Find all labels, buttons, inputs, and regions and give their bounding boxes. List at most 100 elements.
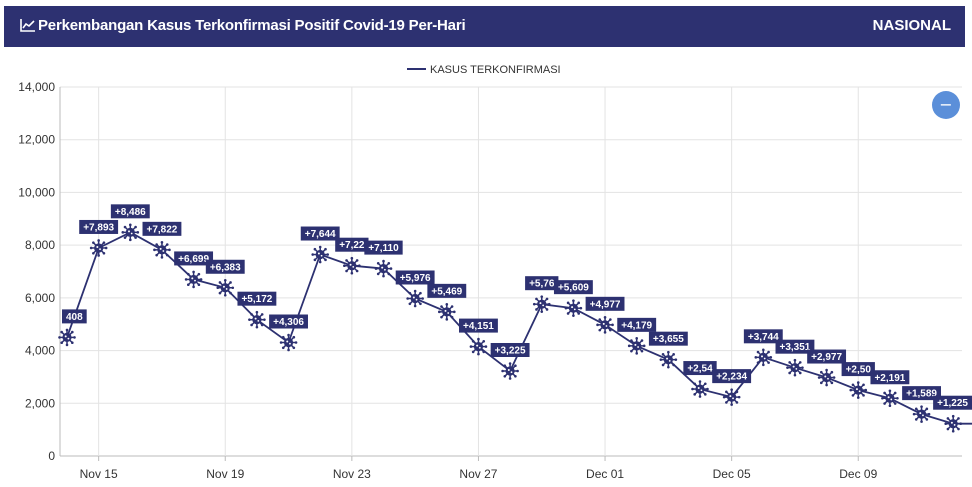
x-tick-label: Dec 05 bbox=[713, 467, 751, 481]
svg-text:+5,76: +5,76 bbox=[529, 279, 555, 290]
svg-text:+4,179: +4,179 bbox=[621, 320, 652, 331]
chart-title: Perkembangan Kasus Terkonfirmasi Positif… bbox=[38, 17, 466, 34]
data-label: +2,191 bbox=[870, 370, 910, 385]
x-tick-label: Nov 19 bbox=[206, 467, 244, 481]
data-label: +4,151 bbox=[459, 318, 498, 333]
data-label: +7,893 bbox=[79, 219, 119, 234]
data-label: +4,306 bbox=[269, 314, 308, 329]
y-axis: 0 2,000 4,000 6,000 8,000 10,000 12,000 14,000 bbox=[18, 80, 55, 463]
data-labels: 408 +7,893+8,486+7,822 +6,699+6,383 +5,172 +… bbox=[62, 204, 972, 410]
svg-text:+2,50: +2,50 bbox=[846, 365, 872, 376]
data-label: +4,977 bbox=[585, 296, 625, 311]
virus-marker-icon[interactable] bbox=[89, 239, 108, 257]
y-tick-label: 10,000 bbox=[18, 185, 55, 199]
virus-marker-icon[interactable] bbox=[912, 405, 931, 423]
virus-marker-icon[interactable] bbox=[343, 256, 361, 275]
legend[interactable]: KASUS TERKONFIRMASI bbox=[407, 64, 561, 76]
x-tick-label: Dec 09 bbox=[839, 467, 877, 481]
data-label: +3,655 bbox=[648, 331, 688, 346]
virus-marker-icon[interactable] bbox=[248, 310, 266, 329]
svg-text:+2,234: +2,234 bbox=[716, 372, 747, 383]
data-label: +6,699 bbox=[174, 251, 214, 266]
svg-text:+1,589: +1,589 bbox=[906, 389, 937, 400]
virus-marker-icon[interactable] bbox=[659, 350, 678, 369]
svg-text:+7,22: +7,22 bbox=[339, 240, 365, 251]
confirmed-cases-chart: 02,0004,0006,0008,00010,00012,00014,000 … bbox=[18, 64, 972, 481]
data-label: +3,225 bbox=[490, 342, 530, 357]
svg-text:+5,172: +5,172 bbox=[241, 294, 272, 305]
data-label: +3,351 bbox=[775, 339, 815, 354]
virus-marker-icon[interactable] bbox=[944, 414, 962, 433]
virus-marker-icon[interactable] bbox=[627, 337, 646, 355]
data-label: +7,110 bbox=[364, 240, 403, 255]
svg-text:+2,54: +2,54 bbox=[687, 364, 713, 375]
virus-marker-icon[interactable] bbox=[849, 381, 868, 399]
data-label: 408 bbox=[62, 309, 87, 324]
virus-marker-icon[interactable] bbox=[817, 368, 836, 387]
chart-header: Perkembangan Kasus Terkonfirmasi Positif… bbox=[4, 6, 965, 47]
zoom-button[interactable]: − bbox=[932, 91, 960, 119]
svg-text:+7,644: +7,644 bbox=[305, 229, 336, 240]
grid bbox=[59, 86, 962, 457]
virus-marker-icon[interactable] bbox=[754, 348, 773, 367]
x-tick-label: Nov 23 bbox=[333, 467, 371, 481]
zoom-button-circle[interactable] bbox=[932, 91, 960, 119]
data-label: +4,179 bbox=[617, 317, 657, 332]
svg-text:+3,655: +3,655 bbox=[653, 334, 684, 345]
data-label: +5,469 bbox=[427, 283, 467, 298]
data-label: +7,22 bbox=[335, 237, 369, 252]
svg-text:+3,351: +3,351 bbox=[780, 342, 811, 353]
virus-marker-icon[interactable] bbox=[691, 380, 709, 398]
y-tick-label: 8,000 bbox=[25, 238, 55, 252]
data-label: +7,822 bbox=[142, 221, 182, 236]
virus-marker-icon[interactable] bbox=[596, 316, 614, 334]
svg-text:+2,191: +2,191 bbox=[874, 373, 905, 384]
virus-marker-icon[interactable] bbox=[501, 362, 519, 380]
data-label: +7,644 bbox=[300, 226, 340, 241]
legend-entry[interactable]: KASUS TERKONFIRMASI bbox=[430, 64, 561, 76]
virus-marker-icon[interactable] bbox=[153, 241, 171, 259]
virus-marker-icon[interactable] bbox=[881, 389, 899, 408]
svg-text:+5,469: +5,469 bbox=[431, 286, 462, 297]
svg-text:+7,822: +7,822 bbox=[147, 224, 178, 235]
virus-marker-icon[interactable] bbox=[311, 245, 330, 264]
virus-marker-icon[interactable] bbox=[121, 223, 140, 242]
data-label: +2,50 bbox=[841, 362, 875, 377]
virus-marker-icon[interactable] bbox=[374, 259, 393, 278]
x-tick-label: Dec 01 bbox=[586, 467, 624, 481]
scope-label: NASIONAL bbox=[872, 17, 951, 34]
svg-text:+2,977: +2,977 bbox=[811, 352, 842, 363]
virus-marker-icon[interactable] bbox=[279, 333, 298, 352]
data-label: +3,744 bbox=[743, 329, 783, 344]
data-markers bbox=[58, 223, 962, 433]
virus-marker-icon[interactable] bbox=[438, 303, 456, 321]
y-tick-label: 2,000 bbox=[25, 396, 55, 410]
data-label: +5,172 bbox=[237, 291, 277, 306]
data-label: +6,383 bbox=[205, 259, 245, 274]
svg-text:+8,486: +8,486 bbox=[115, 207, 146, 218]
svg-text:+5,609: +5,609 bbox=[558, 283, 589, 294]
data-label: +1,589 bbox=[902, 386, 941, 401]
virus-marker-icon[interactable] bbox=[184, 270, 203, 289]
virus-marker-icon[interactable] bbox=[469, 337, 488, 356]
svg-text:+5,976: +5,976 bbox=[400, 273, 431, 284]
virus-marker-icon[interactable] bbox=[406, 289, 424, 308]
virus-marker-icon[interactable] bbox=[564, 299, 583, 317]
svg-text:+4,977: +4,977 bbox=[590, 299, 621, 310]
y-tick-label: 0 bbox=[48, 449, 55, 463]
data-label: +8,486 bbox=[110, 204, 150, 219]
y-tick-label: 12,000 bbox=[18, 133, 55, 147]
minus-icon[interactable]: − bbox=[939, 95, 952, 114]
svg-text:+3,225: +3,225 bbox=[495, 345, 526, 356]
virus-marker-icon[interactable] bbox=[722, 388, 741, 406]
y-tick-label: 6,000 bbox=[25, 291, 55, 305]
virus-marker-icon[interactable] bbox=[58, 328, 76, 347]
data-label: +5,976 bbox=[395, 270, 435, 285]
virus-marker-icon[interactable] bbox=[786, 358, 804, 377]
virus-marker-icon[interactable] bbox=[532, 295, 551, 313]
svg-text:+6,699: +6,699 bbox=[178, 254, 209, 265]
data-label: +5,609 bbox=[553, 280, 593, 295]
data-label: +2,54 bbox=[683, 361, 717, 376]
x-axis: Nov 15 Nov 19 Nov 23 Nov 27 Dec 01 Dec 05 Dec … bbox=[80, 456, 878, 481]
virus-marker-icon[interactable] bbox=[216, 278, 235, 297]
